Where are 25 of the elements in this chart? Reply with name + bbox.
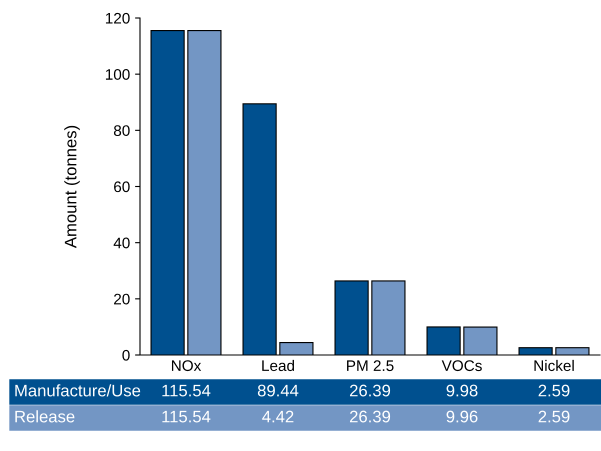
data-label: 2.59 (538, 410, 570, 422)
y-axis-title: Amount (tonnes) (64, 126, 80, 248)
data-label: 4.42 (262, 410, 294, 422)
data-label: 115.54 (162, 384, 210, 396)
x-tick-label: PM 2.5 (347, 360, 394, 372)
y-tick-label: 40 (114, 238, 130, 248)
x-tick-label: Nickel (534, 360, 574, 372)
data-label: 115.54 (162, 410, 210, 422)
data-label: 26.39 (350, 410, 390, 422)
data-label: 89.44 (258, 384, 298, 396)
y-tick-label: 80 (114, 125, 130, 136)
data-label: 9.96 (446, 410, 478, 422)
y-tick-label: 0 (122, 350, 130, 361)
text: Release (15, 410, 74, 422)
y-tick-label: 100 (106, 69, 130, 80)
series-label: Manufacture/Use (15, 384, 140, 396)
y-tick-label: 120 (106, 12, 130, 24)
x-tick-label: VOCs (442, 360, 482, 372)
x-tick-label: Lead (262, 360, 294, 372)
data-label: 9.98 (446, 384, 478, 396)
data-label: 2.59 (538, 384, 570, 396)
y-tick-label: 20 (114, 294, 130, 305)
x-tick-label: NOx (172, 360, 202, 372)
y-tick-label: 60 (114, 181, 130, 192)
data-label: 26.39 (350, 384, 390, 396)
